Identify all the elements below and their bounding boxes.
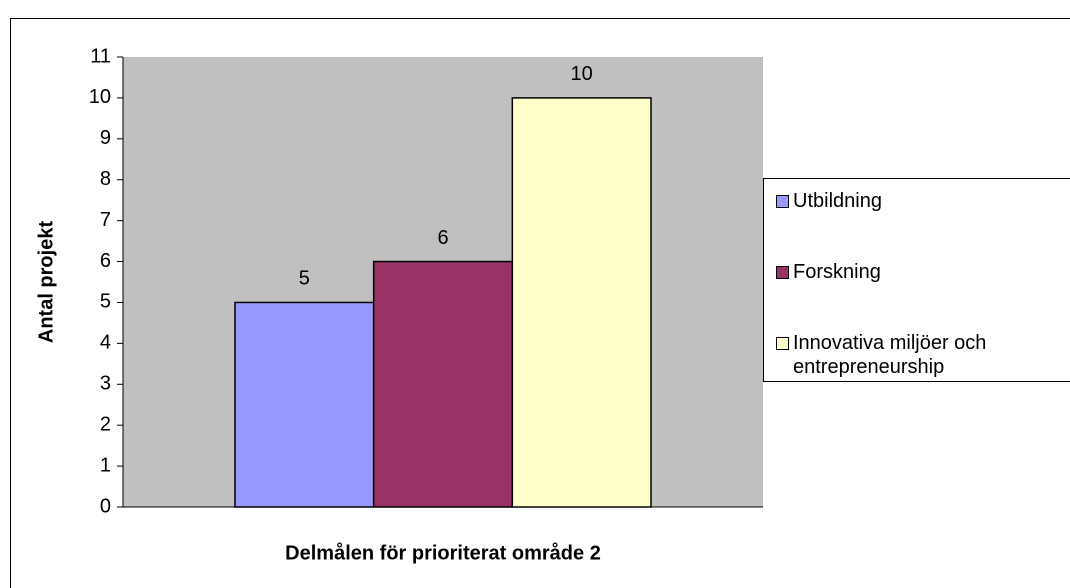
x-axis-label: Delmålen för prioriterat område 2 [285,541,601,564]
legend-swatch [776,195,789,208]
y-tick-label: 10 [89,86,111,108]
bar [511,97,652,508]
y-tick-label: 6 [100,250,111,272]
legend-entry: Innovativa miljöer och entrepreneurship [776,331,1070,379]
y-axis-label: Antal projekt [35,221,57,344]
legend-label: Innovativa miljöer och entrepreneurship [793,332,987,378]
y-tick-label: 2 [100,413,111,435]
y-tick-label: 5 [100,291,111,313]
legend-label: Utbildning [793,190,882,212]
y-tick-label: 4 [100,332,111,354]
y-tick-label: 9 [100,127,111,149]
legend-entry: Forskning [776,260,1070,284]
legend-label: Forskning [793,261,881,283]
y-tick-label: 8 [100,168,111,190]
legend-swatch [776,337,789,350]
data-label: 10 [571,63,593,85]
y-tick-label: 3 [100,373,111,395]
legend: Utbildning Forskning Innovativa miljöer oc… [763,178,1070,382]
bar [372,260,514,508]
data-label: 6 [437,227,448,249]
y-tick-label: 0 [100,495,111,517]
bar [234,301,375,508]
y-tick-label: 1 [100,454,111,476]
y-tick-label: 7 [100,209,111,231]
legend-swatch [776,266,789,279]
legend-entry: Utbildning [776,189,1070,213]
y-tick-label: 11 [90,45,111,67]
data-label: 5 [299,268,310,290]
